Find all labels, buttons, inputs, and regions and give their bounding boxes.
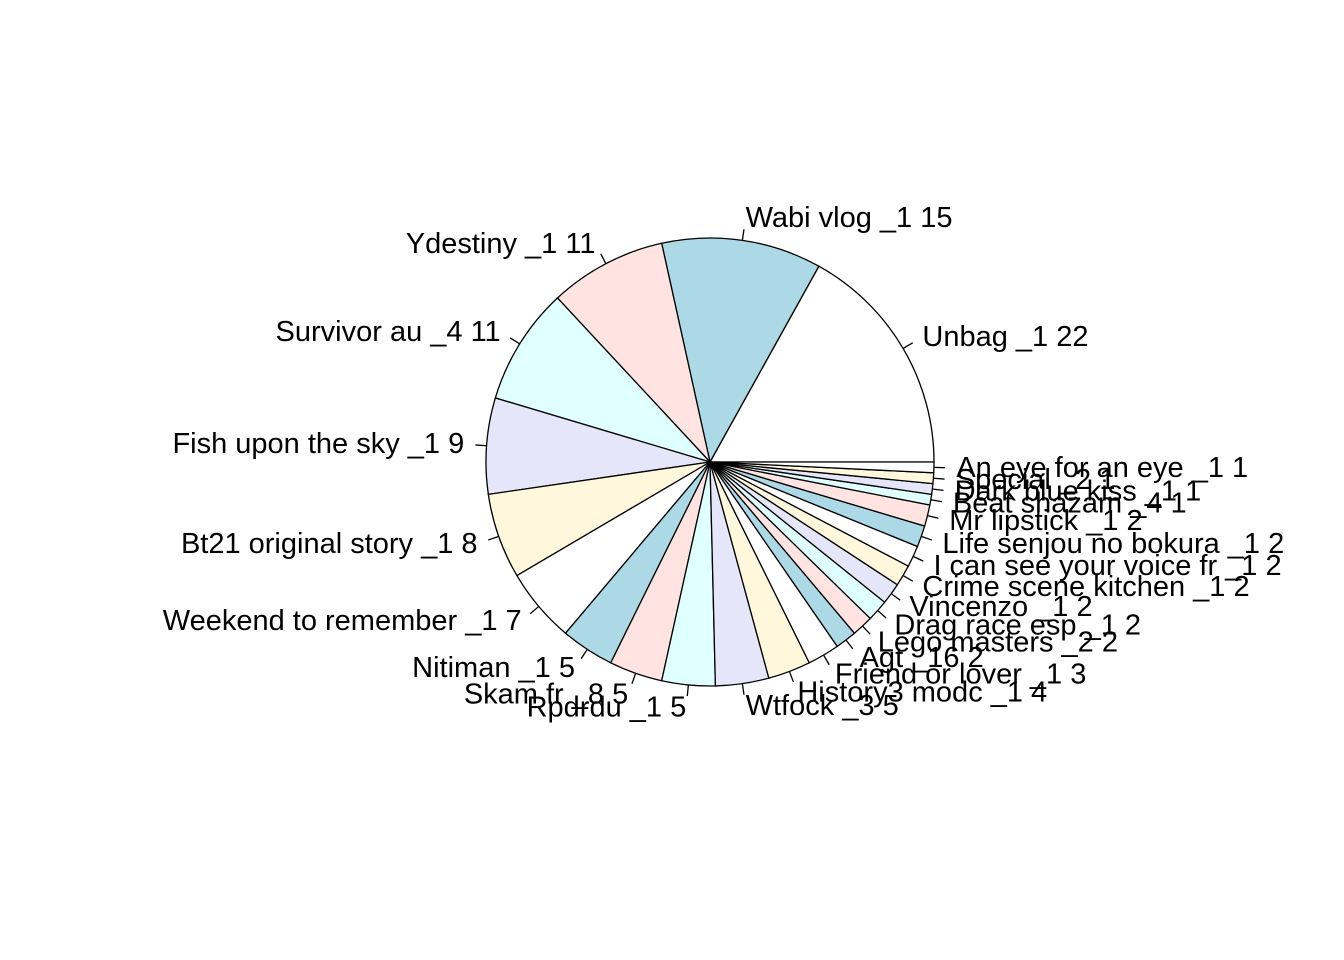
slice-label: Survivor au _4 11 <box>276 316 501 348</box>
slice-label: Drag race esp _1 2 <box>894 609 1141 641</box>
label-tick <box>600 253 607 264</box>
label-tick <box>845 639 854 650</box>
slice-label: Skam fr _8 5 <box>464 678 628 710</box>
label-tick <box>921 535 933 541</box>
label-ticks <box>475 229 946 697</box>
label-tick <box>788 671 795 683</box>
label-tick <box>932 488 944 491</box>
slice-label: Fish upon the sky _1 9 <box>172 428 464 460</box>
pie-slice <box>660 237 820 464</box>
slice-label: Agt _16 2 <box>860 642 984 674</box>
label-tick <box>509 337 521 345</box>
slice-label: I can see your voice fr _1 2 <box>933 550 1281 582</box>
label-tick <box>741 229 745 241</box>
label-tick <box>741 683 745 695</box>
slice-label: Mr lipstick _1 2 <box>949 505 1142 537</box>
pie-slices <box>485 237 935 687</box>
label-tick <box>912 555 924 562</box>
label-tick <box>475 444 487 447</box>
label-tick <box>686 684 690 697</box>
slice-labels: Unbag _1 22 Wabi vlog _1 15 Ydestiny _1 11… <box>163 202 1285 723</box>
slice-label: Rpdrdu _1 5 <box>527 691 687 723</box>
label-tick <box>930 499 942 503</box>
label-tick <box>877 610 887 619</box>
label-tick <box>902 342 914 350</box>
label-tick <box>822 654 830 666</box>
slice-label: Weekend to remember _1 7 <box>163 605 522 637</box>
slice-label: Nitiman _1 5 <box>412 652 575 684</box>
slice-label: An eye for an eye _1 1 <box>956 452 1248 484</box>
label-tick <box>933 477 945 480</box>
slice-label: Wabi vlog _1 15 <box>746 202 953 234</box>
slice-label: Bt21 original story _1 8 <box>181 528 478 560</box>
label-tick <box>631 673 637 685</box>
label-tick <box>487 535 499 541</box>
label-tick <box>890 593 901 601</box>
slice-label: Beat shazam _4 1 <box>953 487 1187 519</box>
slice-label: Crime scene kitchen _1 2 <box>922 571 1249 603</box>
label-tick <box>862 625 871 635</box>
slice-label: Wtfock _3 5 <box>746 690 899 722</box>
slice-label: Vincenzo _1 2 <box>909 591 1092 623</box>
slice-label: Unbag _1 22 <box>922 321 1088 353</box>
slice-label: Ydestiny _1 11 <box>406 228 596 260</box>
slice-label: Lego masters _2 2 <box>878 626 1118 658</box>
label-tick <box>580 649 588 660</box>
label-tick <box>902 574 914 582</box>
slice-label: Life senjou no bokura _1 2 <box>942 528 1284 560</box>
slice-label: Dark blue kiss _1 1 <box>955 476 1202 508</box>
slice-label: History3 modc _1 4 <box>797 676 1047 708</box>
label-tick <box>529 605 540 615</box>
slice-label: Friend or lover _1 3 <box>835 658 1086 690</box>
slice-label: Special _2 1 <box>956 464 1116 496</box>
label-tick <box>927 514 939 519</box>
